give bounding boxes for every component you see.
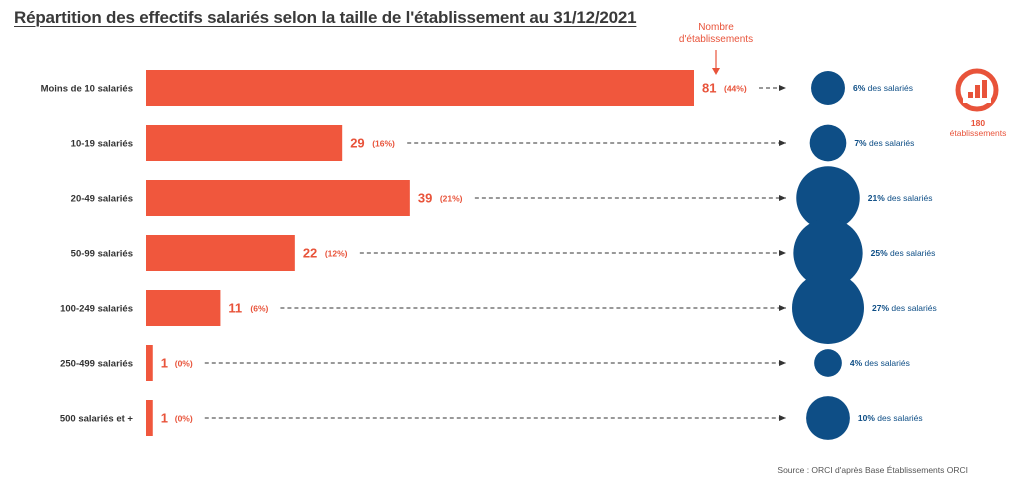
bar-value-label: 1 [161,356,168,371]
employee-share-bubble [806,396,850,440]
header-line-1: Nombre [698,22,734,33]
employee-share-label: 7% des salariés [854,138,914,148]
source-note: Source : ORCI d'après Base Établissement… [777,465,968,475]
total-value: 180 [970,118,986,128]
category-label: 100-249 salariés [60,304,133,315]
bar-value-label: 81 [702,81,716,96]
employee-share-bubble [793,218,863,288]
bar-value-label: 39 [418,191,432,206]
employee-share-label: 10% des salariés [858,413,923,423]
bar [146,345,153,381]
total-label: établissements [949,128,1007,138]
header-line-2: d'établissements [678,34,754,45]
total-establishments: 180 établissements [946,118,1010,138]
employee-share-bubble [809,124,847,162]
header-arrow-head [712,68,720,75]
bar [146,235,295,271]
bar-percent-label: (16%) [372,139,395,149]
bar [146,70,694,106]
employee-share-bubble [792,272,864,344]
employee-share-label: 25% des salariés [871,248,936,258]
bar-chart-circle-icon [955,68,999,112]
employee-share-label: 27% des salariés [872,303,937,313]
employee-share-label: 4% des salariés [850,358,910,368]
bar-value-label: 29 [350,136,364,151]
category-label: 250-499 salariés [60,359,133,370]
bar-value-header: Nombre d'établissements [672,22,760,46]
bar-percent-label: (0%) [175,359,193,369]
category-label: 500 salariés et + [60,414,134,425]
bar [146,400,153,436]
bar [146,180,410,216]
bar-percent-label: (44%) [724,84,747,94]
employee-share-label: 21% des salariés [868,193,933,203]
bar-value-label: 11 [228,301,242,316]
employee-share-label: 6% des salariés [853,83,913,93]
employee-share-bubble [814,349,842,377]
chart-title: Répartition des effectifs salariés selon… [14,8,637,27]
employee-share-bubble [796,166,860,230]
bar-percent-label: (0%) [175,414,193,424]
bar-value-label: 1 [161,411,168,426]
category-label: 20-49 salariés [71,194,133,205]
bar-value-label: 22 [303,246,317,261]
bar [146,125,343,161]
category-label: 10-19 salariés [71,139,133,150]
bar [146,290,221,326]
category-label: Moins de 10 salariés [41,84,133,95]
category-label: 50-99 salariés [71,249,133,260]
bar-percent-label: (21%) [440,194,463,204]
employee-share-bubble [811,71,845,105]
bar-percent-label: (12%) [325,249,348,259]
bar-percent-label: (6%) [250,304,268,314]
